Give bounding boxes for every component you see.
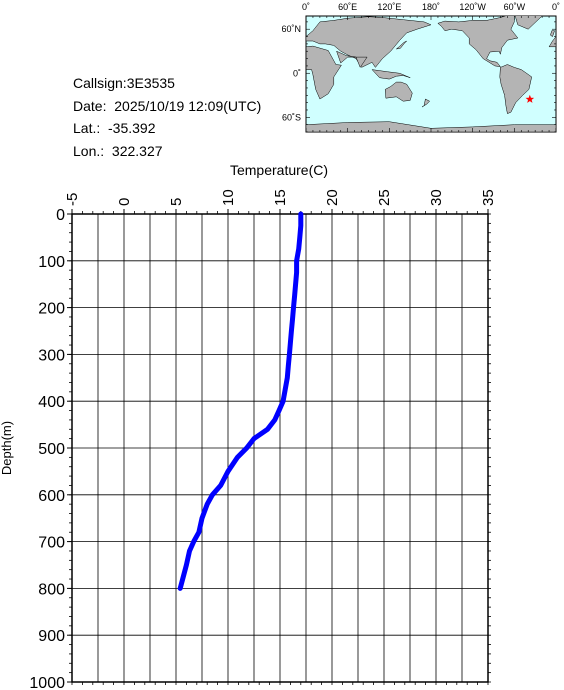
y-tick-label: 600	[38, 488, 65, 505]
map-landmass	[306, 121, 556, 132]
map-landmass	[548, 36, 556, 48]
y-tick-label: 900	[38, 628, 65, 645]
map-lat-labels: 60˚N 0˚ 60˚S	[281, 24, 301, 122]
map-lon-label: 0˚	[552, 2, 560, 12]
x-tick-label: 0	[116, 198, 133, 206]
map-land	[306, 16, 556, 132]
y-tick-label: 0	[56, 207, 65, 224]
map-landmass	[306, 45, 342, 100]
x-tick-label: 25	[376, 189, 393, 206]
map-landmass	[437, 16, 519, 68]
y-tick-labels: 0 100 200 300 400 500 600 700 800 900 10…	[29, 207, 65, 690]
temperature-profile-line	[177, 211, 304, 591]
star-icon	[525, 94, 535, 103]
map-lon-label: 60˚E	[338, 2, 357, 12]
x-axis-title: Temperature(C)	[230, 162, 328, 178]
y-tick-label: 100	[38, 254, 65, 271]
map-landmass	[384, 81, 413, 102]
map-lon-labels: 0˚ 60˚E 120˚E 180˚ 120˚W 60˚W 0˚	[302, 2, 560, 12]
y-tick-label: 200	[38, 301, 65, 318]
map-lon-label: 120˚E	[377, 2, 401, 12]
x-tick-label: 10	[220, 189, 237, 206]
y-tick-label: 500	[38, 441, 65, 458]
date-text: Date: 2025/10/19 12:09(UTC)	[73, 97, 262, 114]
map-lon-label: 0˚	[302, 2, 310, 12]
map-landmass	[499, 64, 532, 114]
map-landmass	[371, 69, 411, 80]
map-ticks	[305, 16, 557, 133]
map-lat-label: 60˚S	[282, 112, 301, 122]
y-tick-label: 700	[38, 535, 65, 552]
map-lon-label: 120˚W	[459, 2, 486, 12]
y-tick-label: 400	[38, 394, 65, 411]
x-tick-label: 5	[168, 198, 185, 206]
callsign-text: Callsign:3E3535	[73, 75, 175, 91]
x-tick-labels: -5 0 5 10 15 20 25 30 35	[64, 189, 497, 206]
map-lon-label: 180˚	[422, 2, 440, 12]
x-tick-label: 30	[428, 189, 445, 206]
x-tick-label: 35	[480, 189, 497, 206]
latitude-text: Lat.: -35.392	[73, 120, 156, 137]
x-tick-label: 15	[272, 189, 289, 206]
y-tick-label: 1000	[29, 675, 65, 690]
plot-frame	[71, 213, 489, 683]
map-landmass	[550, 30, 555, 37]
map-landmass	[336, 50, 368, 68]
y-axis-title: Depth(m)	[0, 421, 14, 475]
profile-info: Callsign:3E3535 Date: 2025/10/19 12:09(U…	[73, 72, 261, 163]
map-lon-label: 60˚W	[504, 2, 526, 12]
y-tick-label: 800	[38, 581, 65, 598]
y-tick-label: 300	[38, 347, 65, 364]
map-lat-label: 0˚	[293, 68, 301, 78]
x-tick-label: -5	[64, 193, 81, 206]
longitude-text: Lon.: 322.327	[73, 143, 163, 160]
map-landmass	[421, 98, 431, 108]
x-tick-label: 20	[324, 189, 341, 206]
map-lat-label: 60˚N	[281, 24, 301, 34]
map-landmass	[396, 40, 407, 50]
map-landmass	[514, 16, 543, 30]
